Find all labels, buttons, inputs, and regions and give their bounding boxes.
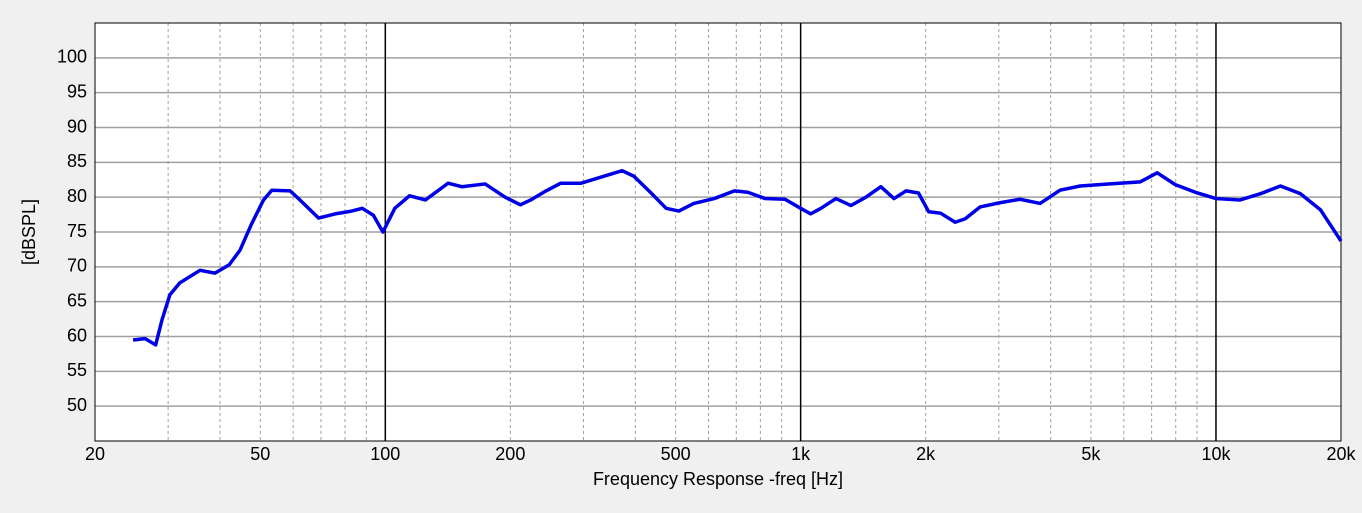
- x-axis-label: Frequency Response -freq [Hz]: [593, 469, 843, 489]
- x-tick-label: 1k: [791, 444, 811, 464]
- x-tick-label: 500: [661, 444, 691, 464]
- y-axis-label: [dBSPL]: [19, 199, 39, 265]
- plot-border: [94, 22, 1342, 442]
- x-tick-label: 20: [85, 444, 105, 464]
- x-tick-label: 2k: [916, 444, 936, 464]
- x-tick-label: 5k: [1081, 444, 1101, 464]
- y-tick-label: 75: [67, 221, 87, 241]
- y-tick-label: 50: [67, 395, 87, 415]
- x-tick-label: 10k: [1201, 444, 1231, 464]
- y-tick-label: 80: [67, 186, 87, 206]
- y-tick-label: 90: [67, 116, 87, 136]
- y-tick-label: 55: [67, 360, 87, 380]
- y-tick-label: 85: [67, 151, 87, 171]
- y-tick-label: 95: [67, 81, 87, 101]
- x-tick-label: 50: [250, 444, 270, 464]
- x-tick-label: 100: [370, 444, 400, 464]
- y-tick-label: 60: [67, 325, 87, 345]
- response-line: [132, 168, 1343, 347]
- y-tick-label: 70: [67, 256, 87, 276]
- y-tick-label: 100: [57, 47, 87, 67]
- y-tick-label: 65: [67, 290, 87, 310]
- x-tick-label: 200: [495, 444, 525, 464]
- x-tick-label: 20k: [1326, 444, 1356, 464]
